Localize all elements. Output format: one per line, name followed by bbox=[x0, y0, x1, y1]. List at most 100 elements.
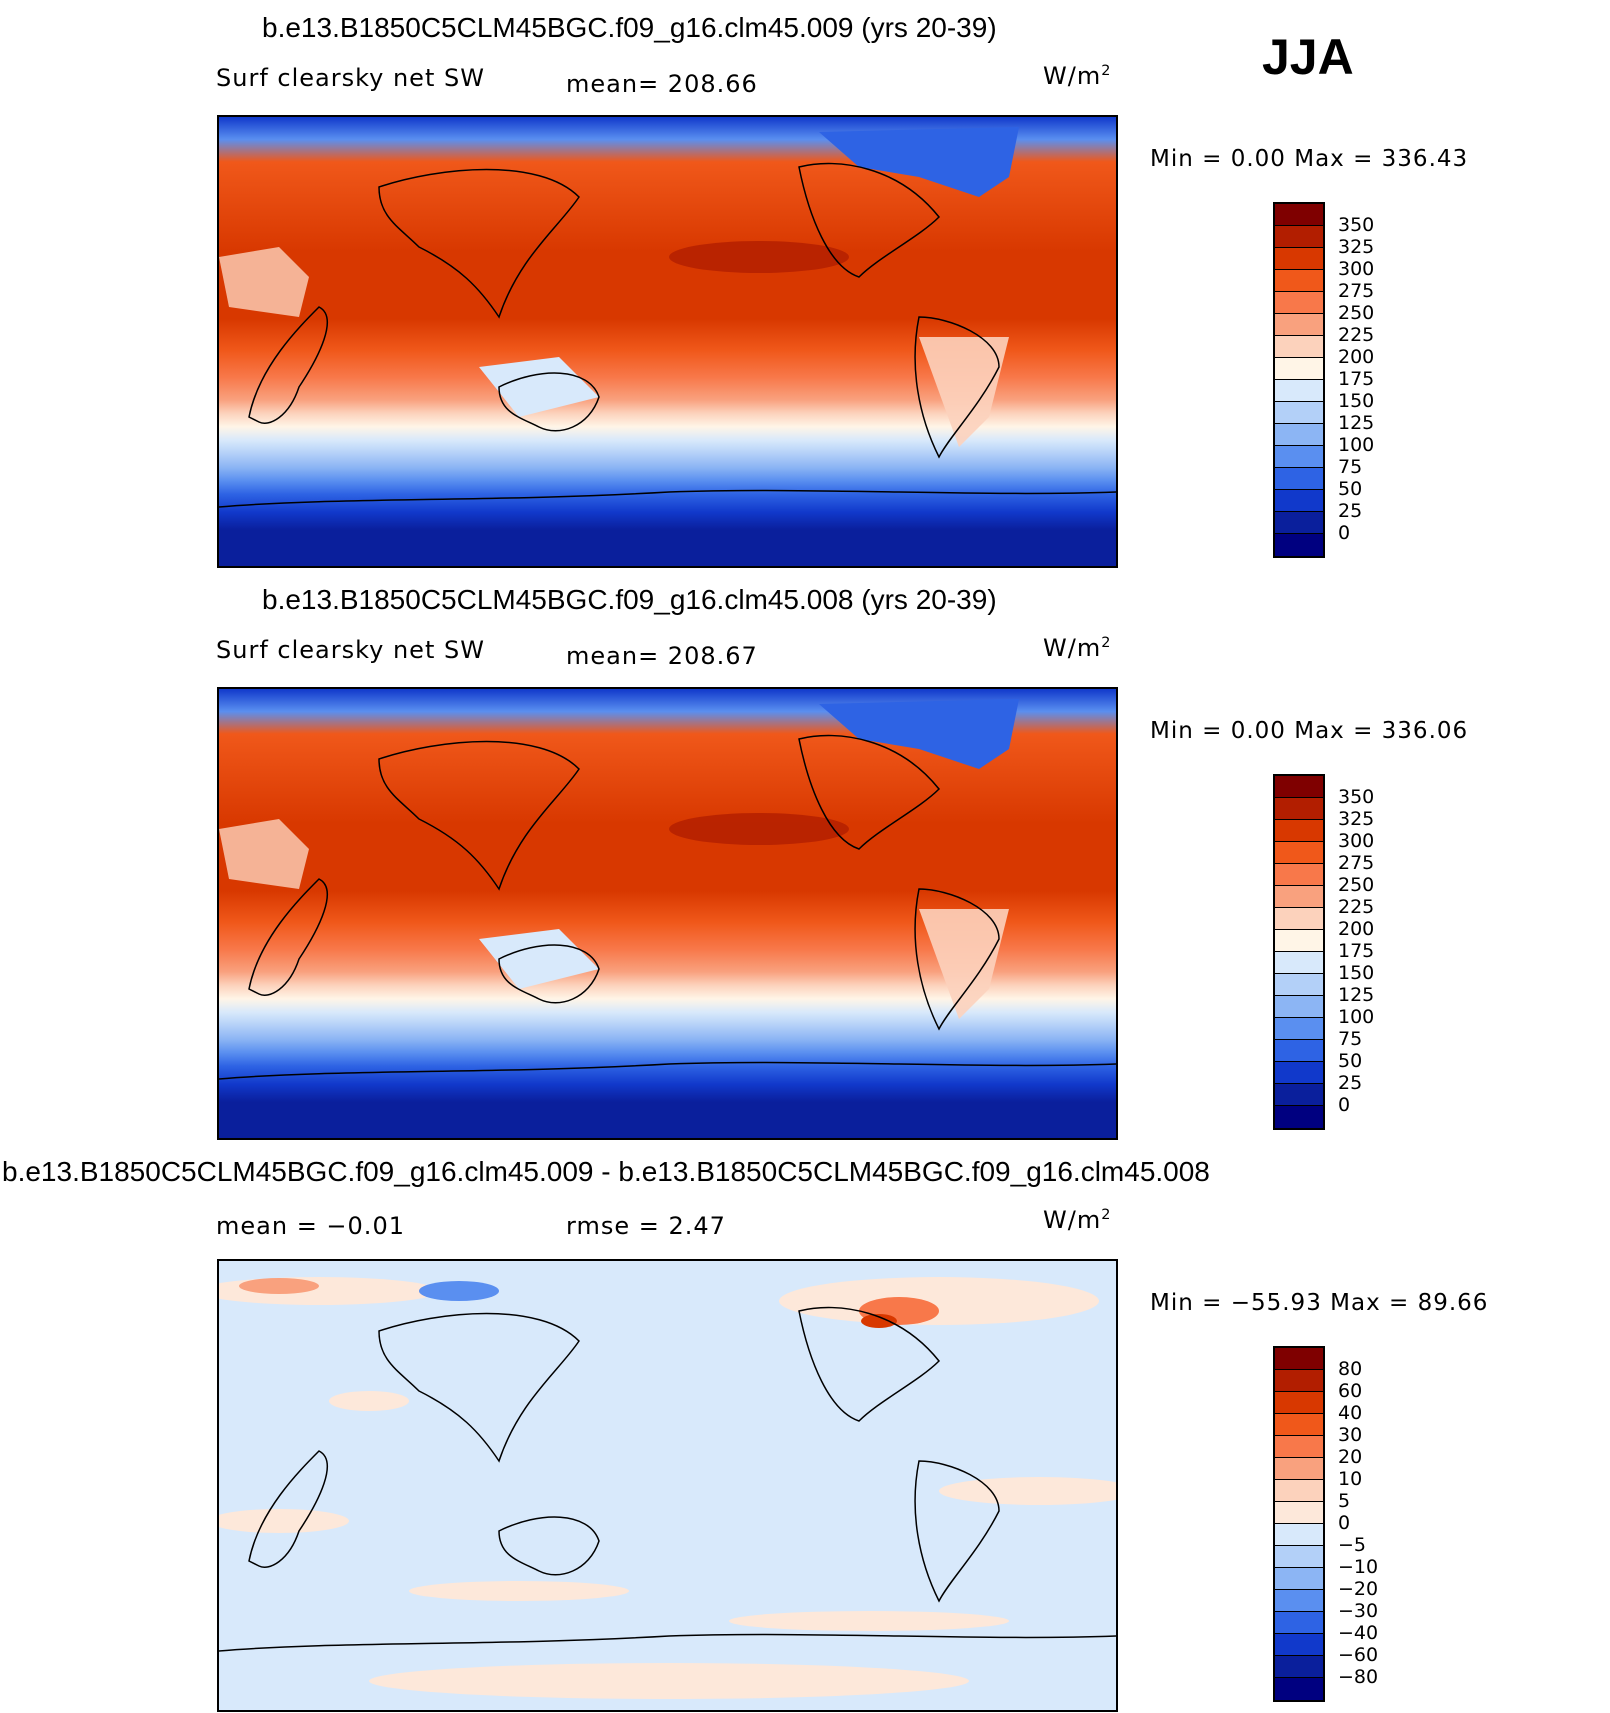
colorbar-swatch bbox=[1275, 974, 1323, 996]
colorbar-swatch bbox=[1275, 1546, 1323, 1568]
panel-1-units: W/m2 bbox=[1043, 62, 1112, 90]
colorbar-swatch bbox=[1275, 380, 1323, 402]
panel-3-colorbar bbox=[1273, 1346, 1325, 1702]
colorbar-label: 5 bbox=[1338, 1490, 1351, 1512]
colorbar-label: 100 bbox=[1338, 434, 1375, 456]
panel-1-map-graphic bbox=[219, 117, 1116, 566]
colorbar-swatch bbox=[1275, 1062, 1323, 1084]
colorbar-swatch bbox=[1275, 468, 1323, 490]
colorbar-swatch bbox=[1275, 424, 1323, 446]
panel-3-units: W/m2 bbox=[1043, 1206, 1112, 1234]
colorbar-label: 175 bbox=[1338, 940, 1375, 962]
panel-2-map bbox=[217, 687, 1118, 1140]
colorbar-label: 25 bbox=[1338, 1072, 1363, 1094]
colorbar-swatch bbox=[1275, 534, 1323, 556]
colorbar-swatch bbox=[1275, 358, 1323, 380]
colorbar-label: 0 bbox=[1338, 1094, 1351, 1116]
colorbar-label: 275 bbox=[1338, 280, 1375, 302]
colorbar-swatch bbox=[1275, 402, 1323, 424]
colorbar-swatch bbox=[1275, 336, 1323, 358]
colorbar-label: 175 bbox=[1338, 368, 1375, 390]
colorbar-label: 325 bbox=[1338, 236, 1375, 258]
panel-2-field-label: Surf clearsky net SW bbox=[216, 636, 485, 664]
colorbar-swatch bbox=[1275, 1568, 1323, 1590]
colorbar-swatch bbox=[1275, 1436, 1323, 1458]
colorbar-swatch bbox=[1275, 1106, 1323, 1128]
panel-1-minmax: Min = 0.00 Max = 336.43 bbox=[1150, 146, 1469, 172]
panel-2-mean: mean= 208.67 bbox=[566, 642, 758, 670]
colorbar-label: 300 bbox=[1338, 258, 1375, 280]
colorbar-label: 80 bbox=[1338, 1358, 1363, 1380]
colorbar-label: 40 bbox=[1338, 1402, 1363, 1424]
colorbar-swatch bbox=[1275, 842, 1323, 864]
panel-3-map-graphic bbox=[219, 1261, 1116, 1710]
colorbar-swatch bbox=[1275, 292, 1323, 314]
colorbar-label: 150 bbox=[1338, 390, 1375, 412]
panel-3-map bbox=[217, 1259, 1118, 1712]
panel-1-title: b.e13.B1850C5CLM45BGC.f09_g16.clm45.009 … bbox=[262, 12, 997, 43]
colorbar-label: 200 bbox=[1338, 918, 1375, 940]
colorbar-label: 275 bbox=[1338, 852, 1375, 874]
colorbar-swatch bbox=[1275, 1040, 1323, 1062]
colorbar-label: 100 bbox=[1338, 1006, 1375, 1028]
colorbar-label: 20 bbox=[1338, 1446, 1363, 1468]
colorbar-swatch bbox=[1275, 1590, 1323, 1612]
colorbar-swatch bbox=[1275, 1678, 1323, 1700]
colorbar-swatch bbox=[1275, 776, 1323, 798]
colorbar-label: 350 bbox=[1338, 214, 1375, 236]
colorbar-swatch bbox=[1275, 1458, 1323, 1480]
colorbar-swatch bbox=[1275, 1656, 1323, 1678]
colorbar-label: 10 bbox=[1338, 1468, 1363, 1490]
colorbar-label: 200 bbox=[1338, 346, 1375, 368]
colorbar-swatch bbox=[1275, 1414, 1323, 1436]
panel-2-units: W/m2 bbox=[1043, 634, 1112, 662]
panel-2-minmax: Min = 0.00 Max = 336.06 bbox=[1150, 718, 1469, 744]
colorbar-swatch bbox=[1275, 1018, 1323, 1040]
colorbar-swatch bbox=[1275, 248, 1323, 270]
panel-1-colorbar bbox=[1273, 202, 1325, 558]
colorbar-label: 25 bbox=[1338, 500, 1363, 522]
colorbar-swatch bbox=[1275, 798, 1323, 820]
panel-2-colorbar bbox=[1273, 774, 1325, 1130]
colorbar-swatch bbox=[1275, 886, 1323, 908]
colorbar-swatch bbox=[1275, 512, 1323, 534]
colorbar-swatch bbox=[1275, 1370, 1323, 1392]
colorbar-swatch bbox=[1275, 1634, 1323, 1656]
colorbar-swatch bbox=[1275, 1084, 1323, 1106]
colorbar-label: 125 bbox=[1338, 984, 1375, 1006]
panel-3-mean: mean = −0.01 bbox=[216, 1212, 405, 1240]
colorbar-label: 125 bbox=[1338, 412, 1375, 434]
panel-1-map bbox=[217, 115, 1118, 568]
panel-3-minmax: Min = −55.93 Max = 89.66 bbox=[1150, 1290, 1489, 1316]
colorbar-label: 150 bbox=[1338, 962, 1375, 984]
colorbar-label: 60 bbox=[1338, 1380, 1363, 1402]
colorbar-swatch bbox=[1275, 1612, 1323, 1634]
colorbar-label: −40 bbox=[1338, 1622, 1379, 1644]
panel-3-title: b.e13.B1850C5CLM45BGC.f09_g16.clm45.009 … bbox=[2, 1156, 1210, 1187]
colorbar-swatch bbox=[1275, 996, 1323, 1018]
colorbar-label: 50 bbox=[1338, 1050, 1363, 1072]
colorbar-swatch bbox=[1275, 820, 1323, 842]
colorbar-label: 250 bbox=[1338, 874, 1375, 896]
colorbar-swatch bbox=[1275, 1392, 1323, 1414]
colorbar-swatch bbox=[1275, 952, 1323, 974]
panel-1-colorbar-labels: 350 325 300 275 250 225 200 175 150 125 … bbox=[1338, 214, 1374, 544]
panel-2-title: b.e13.B1850C5CLM45BGC.f09_g16.clm45.008 … bbox=[262, 584, 997, 615]
colorbar-swatch bbox=[1275, 1524, 1323, 1546]
panel-2-map-graphic bbox=[219, 689, 1116, 1138]
colorbar-swatch bbox=[1275, 490, 1323, 512]
panel-1-mean: mean= 208.66 bbox=[566, 70, 758, 98]
season-label: JJA bbox=[1262, 29, 1354, 85]
colorbar-label: −60 bbox=[1338, 1644, 1379, 1666]
colorbar-label: −30 bbox=[1338, 1600, 1379, 1622]
colorbar-label: 30 bbox=[1338, 1424, 1363, 1446]
colorbar-label: −10 bbox=[1338, 1556, 1379, 1578]
colorbar-swatch bbox=[1275, 446, 1323, 468]
colorbar-swatch bbox=[1275, 314, 1323, 336]
colorbar-swatch bbox=[1275, 1502, 1323, 1524]
colorbar-label: 75 bbox=[1338, 456, 1363, 478]
colorbar-swatch bbox=[1275, 1348, 1323, 1370]
panel-3-rmse: rmse = 2.47 bbox=[566, 1212, 726, 1240]
panel-3-colorbar-labels: 80 60 40 30 20 10 5 0 −5 −10 −20 −30 −40… bbox=[1338, 1358, 1378, 1688]
colorbar-label: 250 bbox=[1338, 302, 1375, 324]
